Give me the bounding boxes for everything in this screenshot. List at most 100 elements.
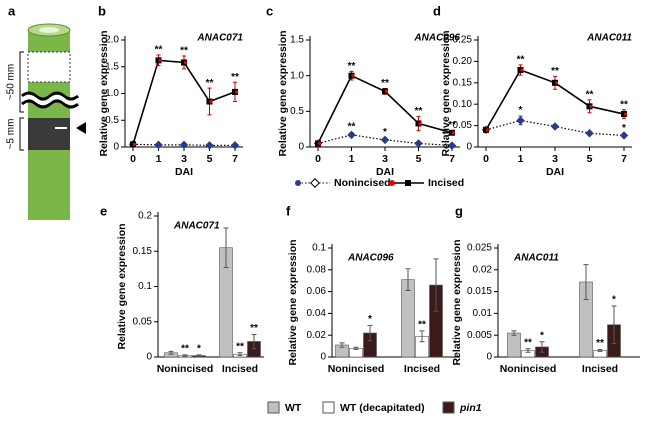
y-tick-label: 0.5	[105, 115, 119, 126]
y-tick-label: 0.1	[138, 281, 152, 292]
y-tick-label: 1.0	[105, 88, 119, 99]
legend-marker	[295, 180, 301, 186]
y-tick-label: 0.02	[473, 264, 493, 275]
error-bar	[237, 352, 243, 357]
y-axis-label: Relative gene expression	[116, 223, 128, 349]
y-tick-label: 0.02	[307, 330, 327, 341]
legend-marker	[389, 180, 395, 186]
legend-label: Nonincised	[334, 177, 391, 189]
y-tick-label: 0.05	[453, 120, 473, 131]
y-tick-label: 0.015	[467, 286, 492, 297]
panel-label: d	[433, 3, 441, 18]
point	[154, 140, 163, 150]
y-tick-label: 0.025	[467, 243, 492, 254]
chart-title: ANAC071	[196, 33, 243, 44]
legend-label: WT (decapitated)	[340, 402, 425, 414]
replicate	[234, 90, 239, 94]
legend-label: Incised	[428, 177, 464, 189]
replicate	[132, 142, 137, 146]
y-axis-label: Relative gene expression	[440, 30, 452, 156]
y-tick-label: 0.15	[133, 246, 153, 257]
chart-title: ANAC071	[173, 221, 220, 232]
line-legend: Nonincised Incised	[295, 177, 464, 189]
y-tick-label: 1.5	[290, 35, 304, 46]
significance: **	[348, 121, 356, 132]
chart-title: ANAC096	[347, 253, 394, 264]
x-tick-label: 1	[156, 153, 162, 165]
legend-swatch	[267, 401, 280, 414]
error-bar	[339, 342, 345, 348]
y-tick-label: 0.15	[453, 77, 473, 88]
y-tick-label: 0.20	[453, 56, 473, 67]
error-bar	[405, 268, 411, 292]
series-line	[317, 134, 453, 147]
replicate	[183, 60, 188, 65]
legend-swatch	[322, 401, 335, 414]
y-tick-label: 0	[146, 352, 152, 363]
x-tick-label: Nonincised	[328, 363, 385, 375]
significance: *	[612, 295, 616, 306]
x-tick-label: 5	[587, 153, 593, 165]
bar	[507, 332, 521, 358]
significance: **	[415, 106, 423, 117]
replicate	[418, 121, 422, 126]
significance: **	[206, 78, 214, 89]
replicate	[589, 104, 593, 108]
error-bar	[367, 324, 373, 342]
y-axis-label: Relative gene expression	[98, 30, 110, 156]
y-tick-label: 0	[298, 142, 304, 153]
y-axis-label: Relative gene expression	[287, 239, 299, 365]
replicate	[158, 58, 162, 62]
panel-label: g	[455, 203, 463, 218]
stem-diagram: a ~50 mm ~5 mm	[6, 3, 86, 220]
panel-label: e	[100, 203, 107, 218]
replicate	[451, 131, 456, 135]
y-tick-label: 0.25	[453, 35, 473, 46]
significance: *	[368, 314, 372, 325]
chart-title: ANAC096	[413, 33, 460, 44]
x-axis-label: DAI	[376, 166, 394, 178]
replicate	[554, 81, 559, 85]
point	[380, 135, 390, 145]
y-tick-label: 0.2	[138, 211, 152, 222]
replicate	[384, 89, 389, 93]
legend-label: pin1	[459, 402, 482, 414]
x-tick-label: Incised	[404, 363, 440, 375]
point	[550, 122, 560, 131]
stem-pith	[39, 27, 59, 33]
x-axis-label: DAI	[175, 166, 193, 178]
significance: **	[524, 337, 532, 348]
point	[414, 139, 423, 148]
significance: **	[586, 90, 594, 101]
significance: **	[181, 344, 189, 355]
x-tick-label: 0	[315, 153, 321, 165]
replicate	[623, 112, 628, 116]
x-tick-label: 0	[483, 153, 489, 165]
x-tick-label: Incised	[222, 363, 258, 375]
point	[205, 141, 214, 150]
point	[585, 129, 594, 138]
replicate	[209, 99, 213, 104]
point	[447, 141, 457, 150]
error-bar	[611, 305, 617, 344]
significance: **	[381, 78, 389, 89]
break-gap	[20, 95, 80, 105]
point	[230, 141, 240, 150]
replicate	[317, 141, 322, 146]
significance: *	[519, 105, 523, 116]
error-bar	[223, 227, 229, 268]
x-tick-label: 7	[621, 153, 627, 165]
series-line	[132, 59, 236, 145]
significance: **	[448, 120, 456, 131]
y-axis-label: Relative gene expression	[277, 30, 289, 156]
series-line	[132, 143, 235, 146]
chart-title: ANAC011	[513, 253, 559, 264]
significance: *	[622, 123, 626, 134]
significance: **	[551, 66, 559, 77]
y-tick-label: 2.0	[105, 35, 119, 46]
replicate	[351, 74, 355, 78]
x-tick-label: 3	[181, 153, 187, 165]
x-tick-label: 1	[518, 153, 524, 165]
significance: **	[231, 72, 239, 83]
error-bar	[419, 330, 425, 343]
